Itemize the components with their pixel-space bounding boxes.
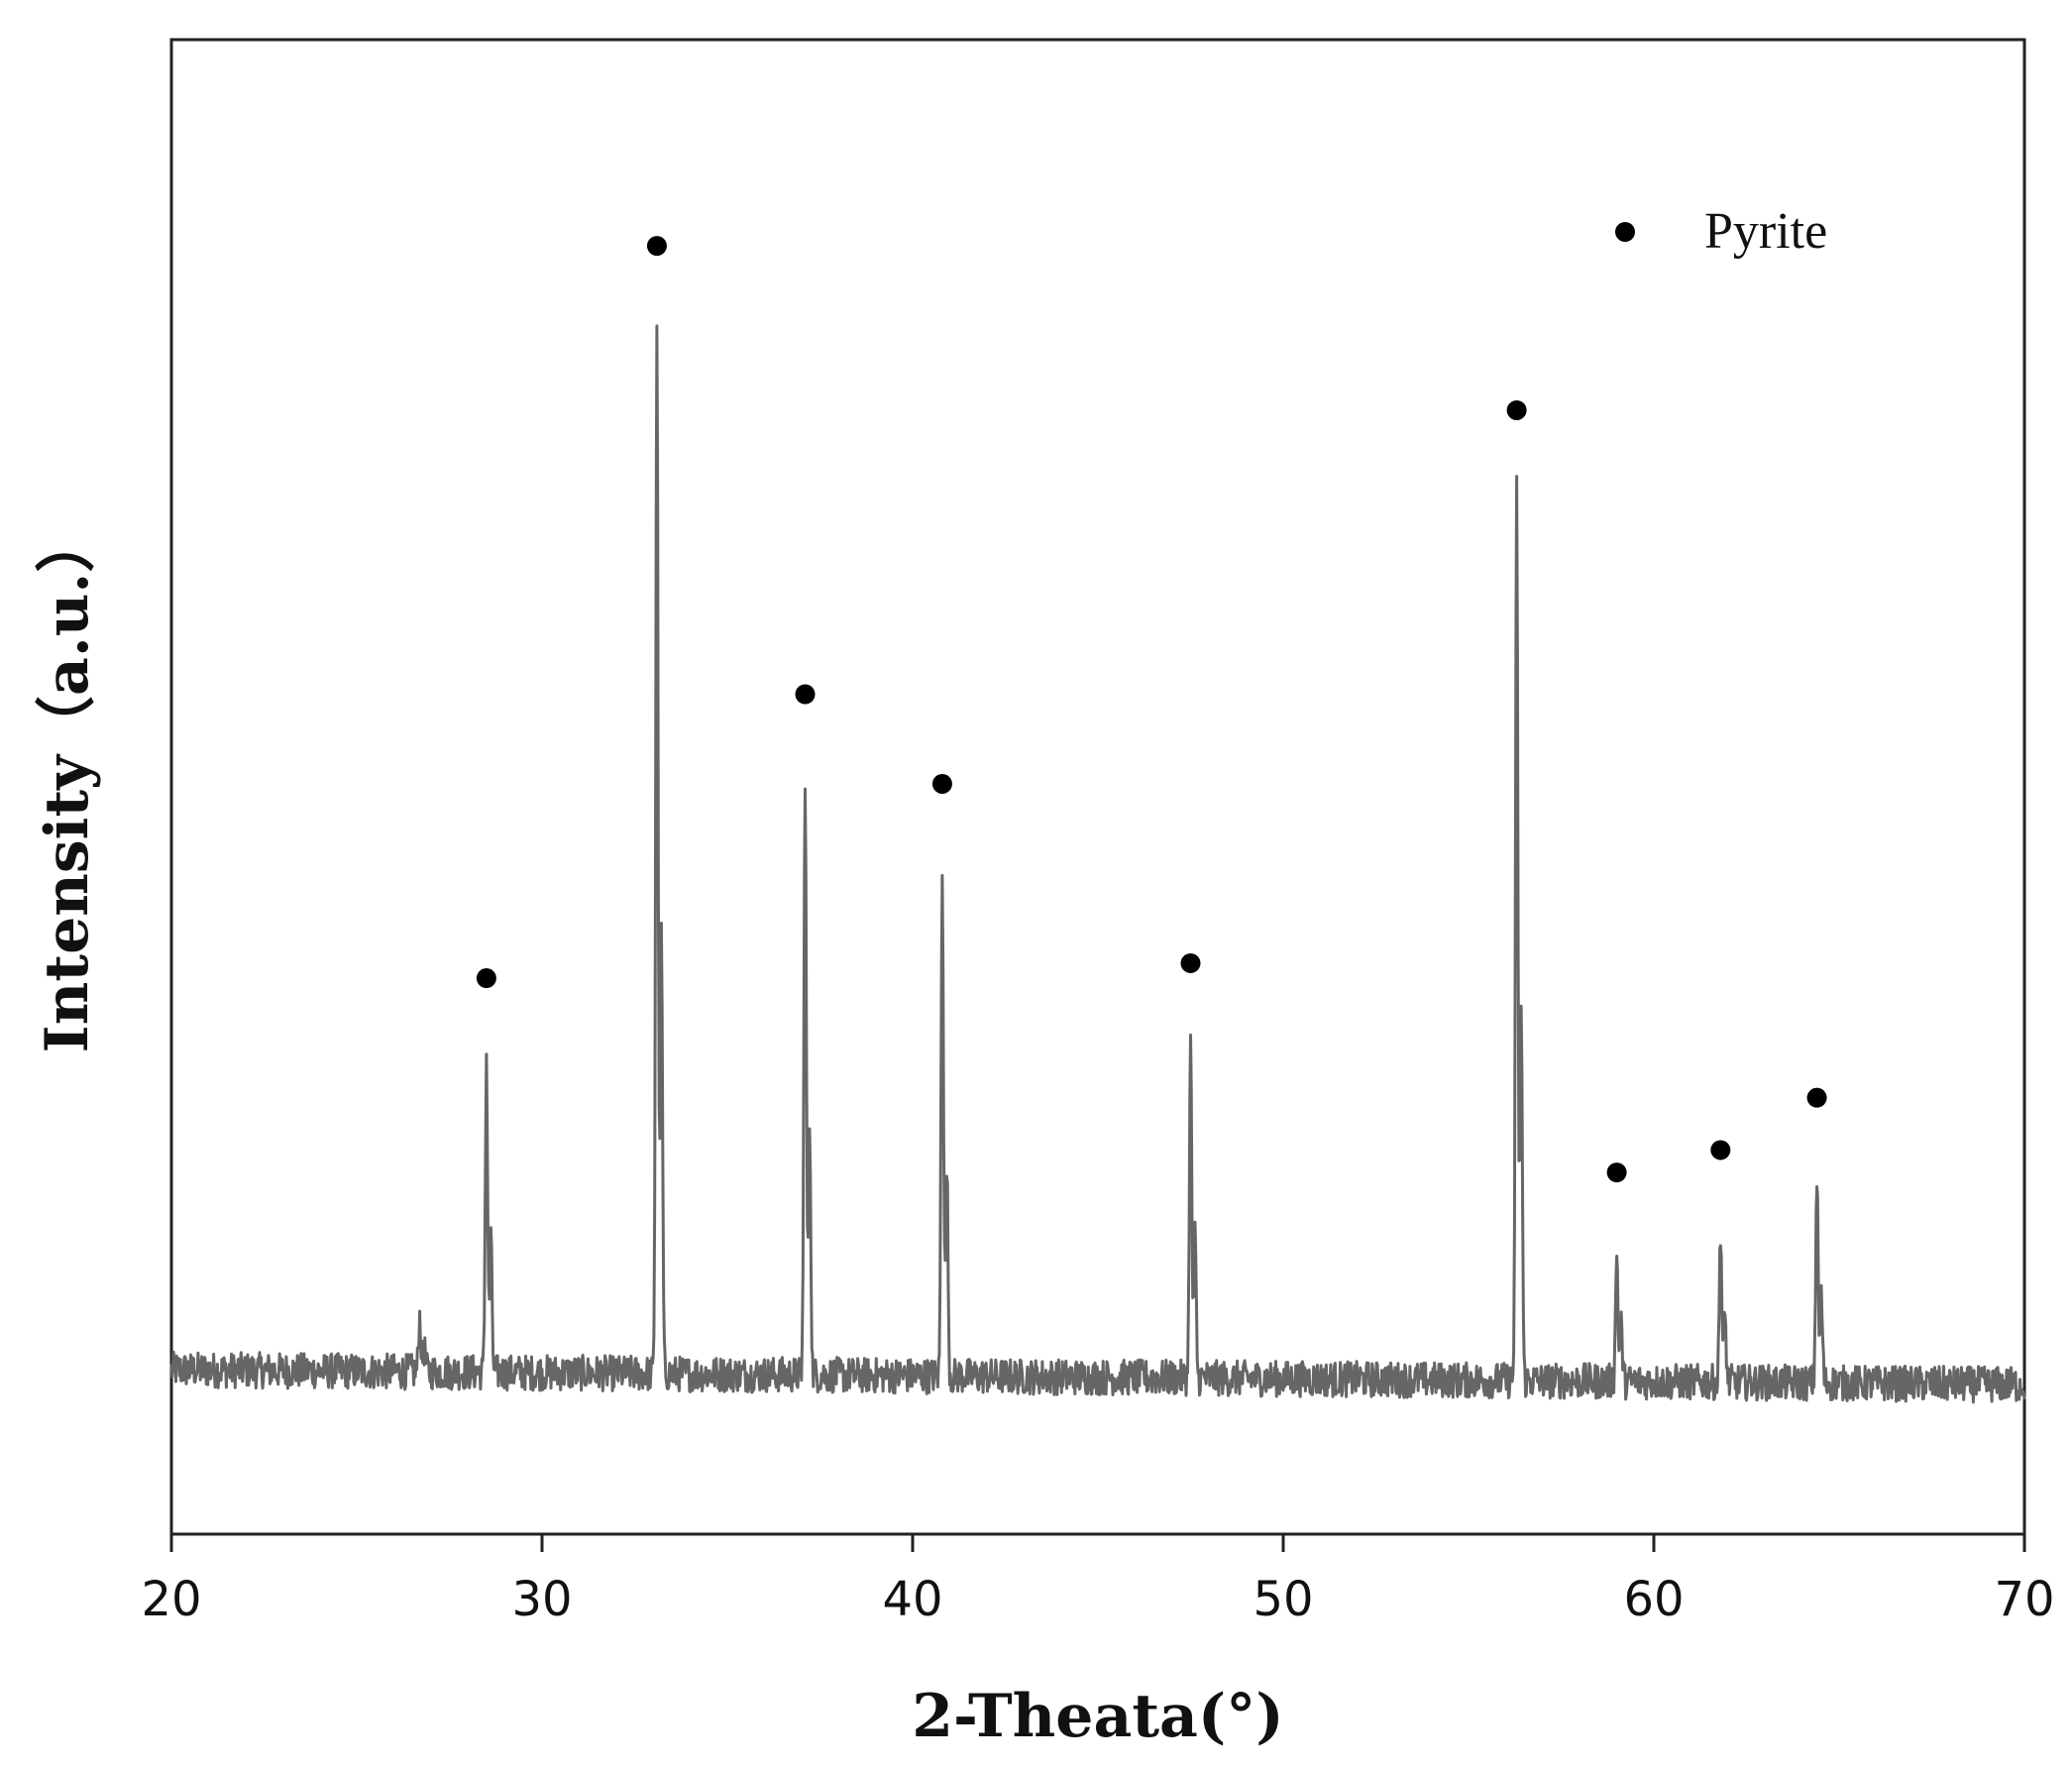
- plot-frame: [169, 38, 2026, 1536]
- pyrite-marker-56.3: [1506, 399, 1527, 420]
- x-tick-label-70: 70: [1994, 1572, 2054, 1627]
- legend-marker-pyrite: [1615, 222, 1635, 242]
- x-axis-ticks: [169, 1534, 2026, 1552]
- x-tick-label-30: 30: [511, 1572, 572, 1627]
- legend: Pyrite: [1615, 203, 1827, 260]
- pyrite-marker-59: [1606, 1162, 1627, 1183]
- pyrite-marker-64.4: [1806, 1087, 1827, 1108]
- x-tick-label-50: 50: [1253, 1572, 1313, 1627]
- xrd-pattern-line: [169, 324, 2026, 1404]
- x-axis-tick-labels: 20 30 40 50 60 70: [141, 1572, 2054, 1627]
- pyrite-marker-33.1: [646, 236, 667, 257]
- pyrite-marker-28.5: [476, 968, 496, 989]
- pyrite-marker-37.1: [795, 684, 816, 705]
- legend-label-pyrite: Pyrite: [1704, 203, 1827, 260]
- x-tick-label-20: 20: [141, 1572, 201, 1627]
- pyrite-marker-47.5: [1180, 952, 1201, 973]
- x-tick-label-60: 60: [1623, 1572, 1684, 1627]
- pyrite-marker-40.8: [931, 773, 952, 794]
- pyrite-marker-61.8: [1710, 1140, 1731, 1161]
- pyrite-peak-markers: [476, 236, 1827, 1183]
- y-axis-label: Intensity（a.u.）: [33, 513, 102, 1053]
- x-axis-label: 2-Theata(°): [912, 1682, 1283, 1751]
- x-tick-label-40: 40: [882, 1572, 942, 1627]
